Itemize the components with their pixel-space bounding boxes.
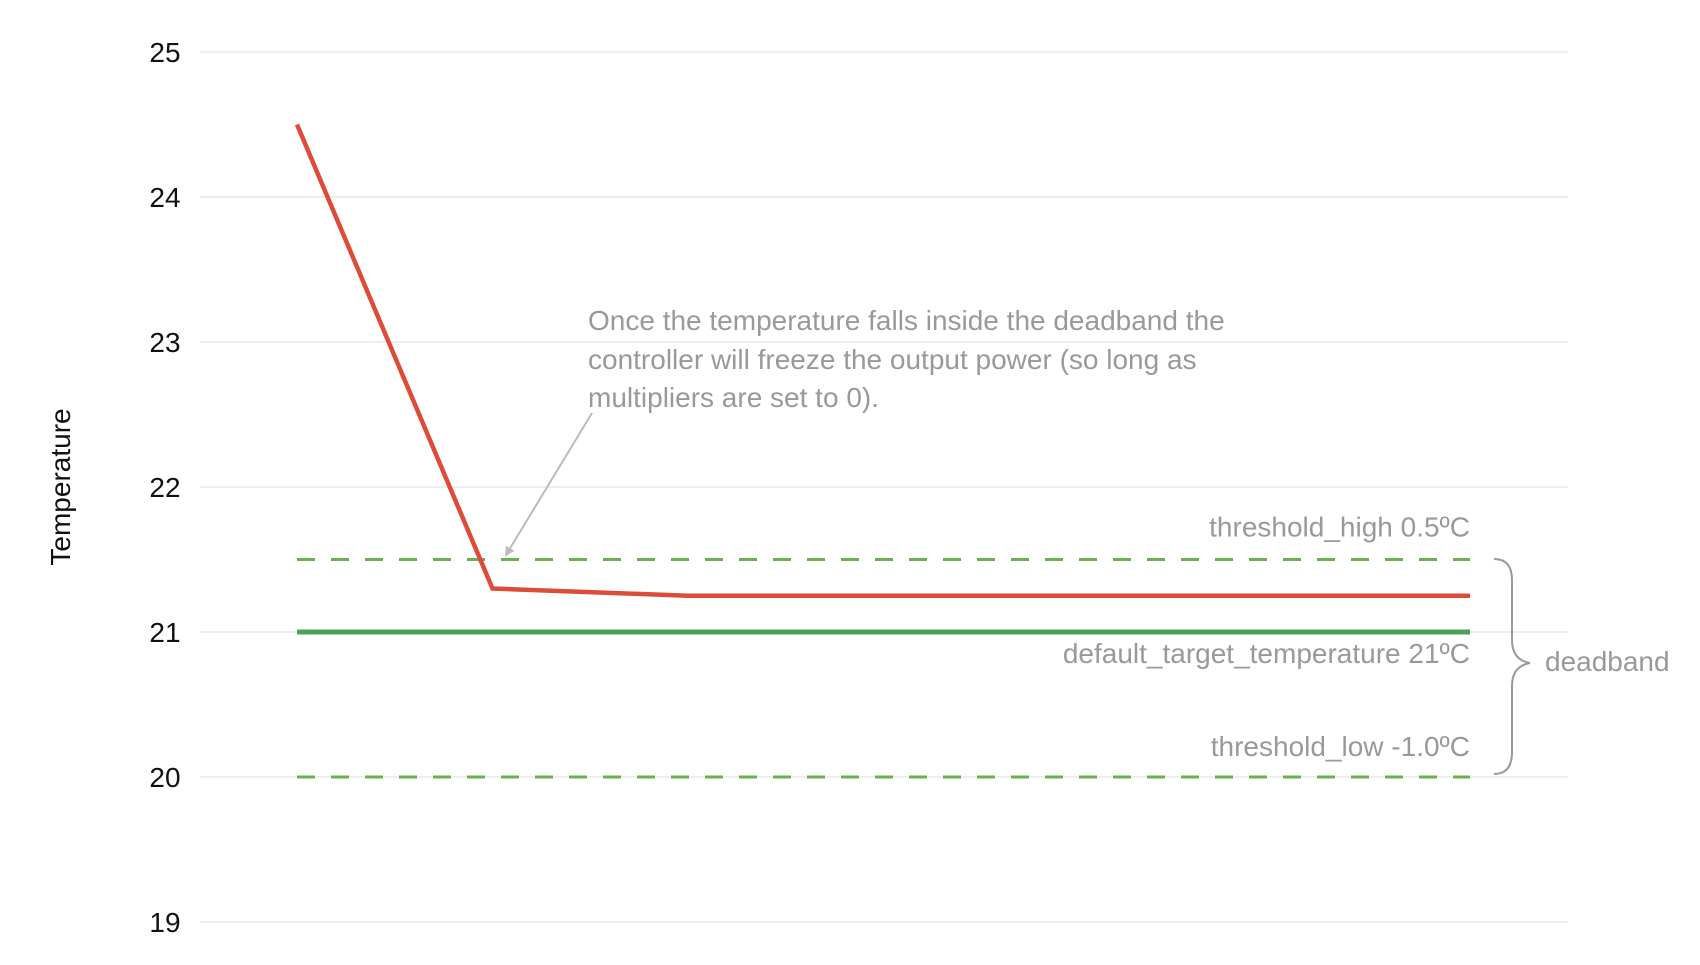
reference-label-threshold_low: threshold_low -1.0ºC bbox=[1211, 731, 1470, 762]
y-tick-label: 19 bbox=[149, 907, 180, 938]
reference-lines: threshold_high 0.5ºC default_target_tempe… bbox=[297, 512, 1470, 779]
annotation-line-1: Once the temperature falls inside the de… bbox=[588, 305, 1225, 336]
deadband-brace bbox=[1493, 558, 1531, 775]
y-tick-label: 22 bbox=[149, 472, 180, 503]
y-tick-label: 23 bbox=[149, 327, 180, 358]
annotation-note: Once the temperature falls inside the de… bbox=[504, 305, 1225, 557]
y-tick-label: 24 bbox=[149, 182, 180, 213]
y-tick-label: 25 bbox=[149, 37, 180, 68]
y-tick-labels: 19 20 21 22 23 24 25 bbox=[149, 37, 180, 938]
reference-label-target: default_target_temperature 21ºC bbox=[1063, 638, 1470, 669]
deadband-label: deadband bbox=[1545, 646, 1670, 677]
annotation-line-2: controller will freeze the output power … bbox=[588, 344, 1197, 375]
annotation-arrow bbox=[504, 412, 593, 557]
series-layer bbox=[294, 123, 1470, 598]
y-axis-label: Temperature bbox=[45, 408, 76, 565]
gridlines bbox=[200, 51, 1568, 923]
y-tick-label: 20 bbox=[149, 762, 180, 793]
temperature-series-line bbox=[294, 123, 1470, 598]
reference-label-threshold_high: threshold_high 0.5ºC bbox=[1209, 512, 1470, 543]
y-tick-label: 21 bbox=[149, 617, 180, 648]
annotation-line-3: multipliers are set to 0). bbox=[588, 382, 879, 413]
